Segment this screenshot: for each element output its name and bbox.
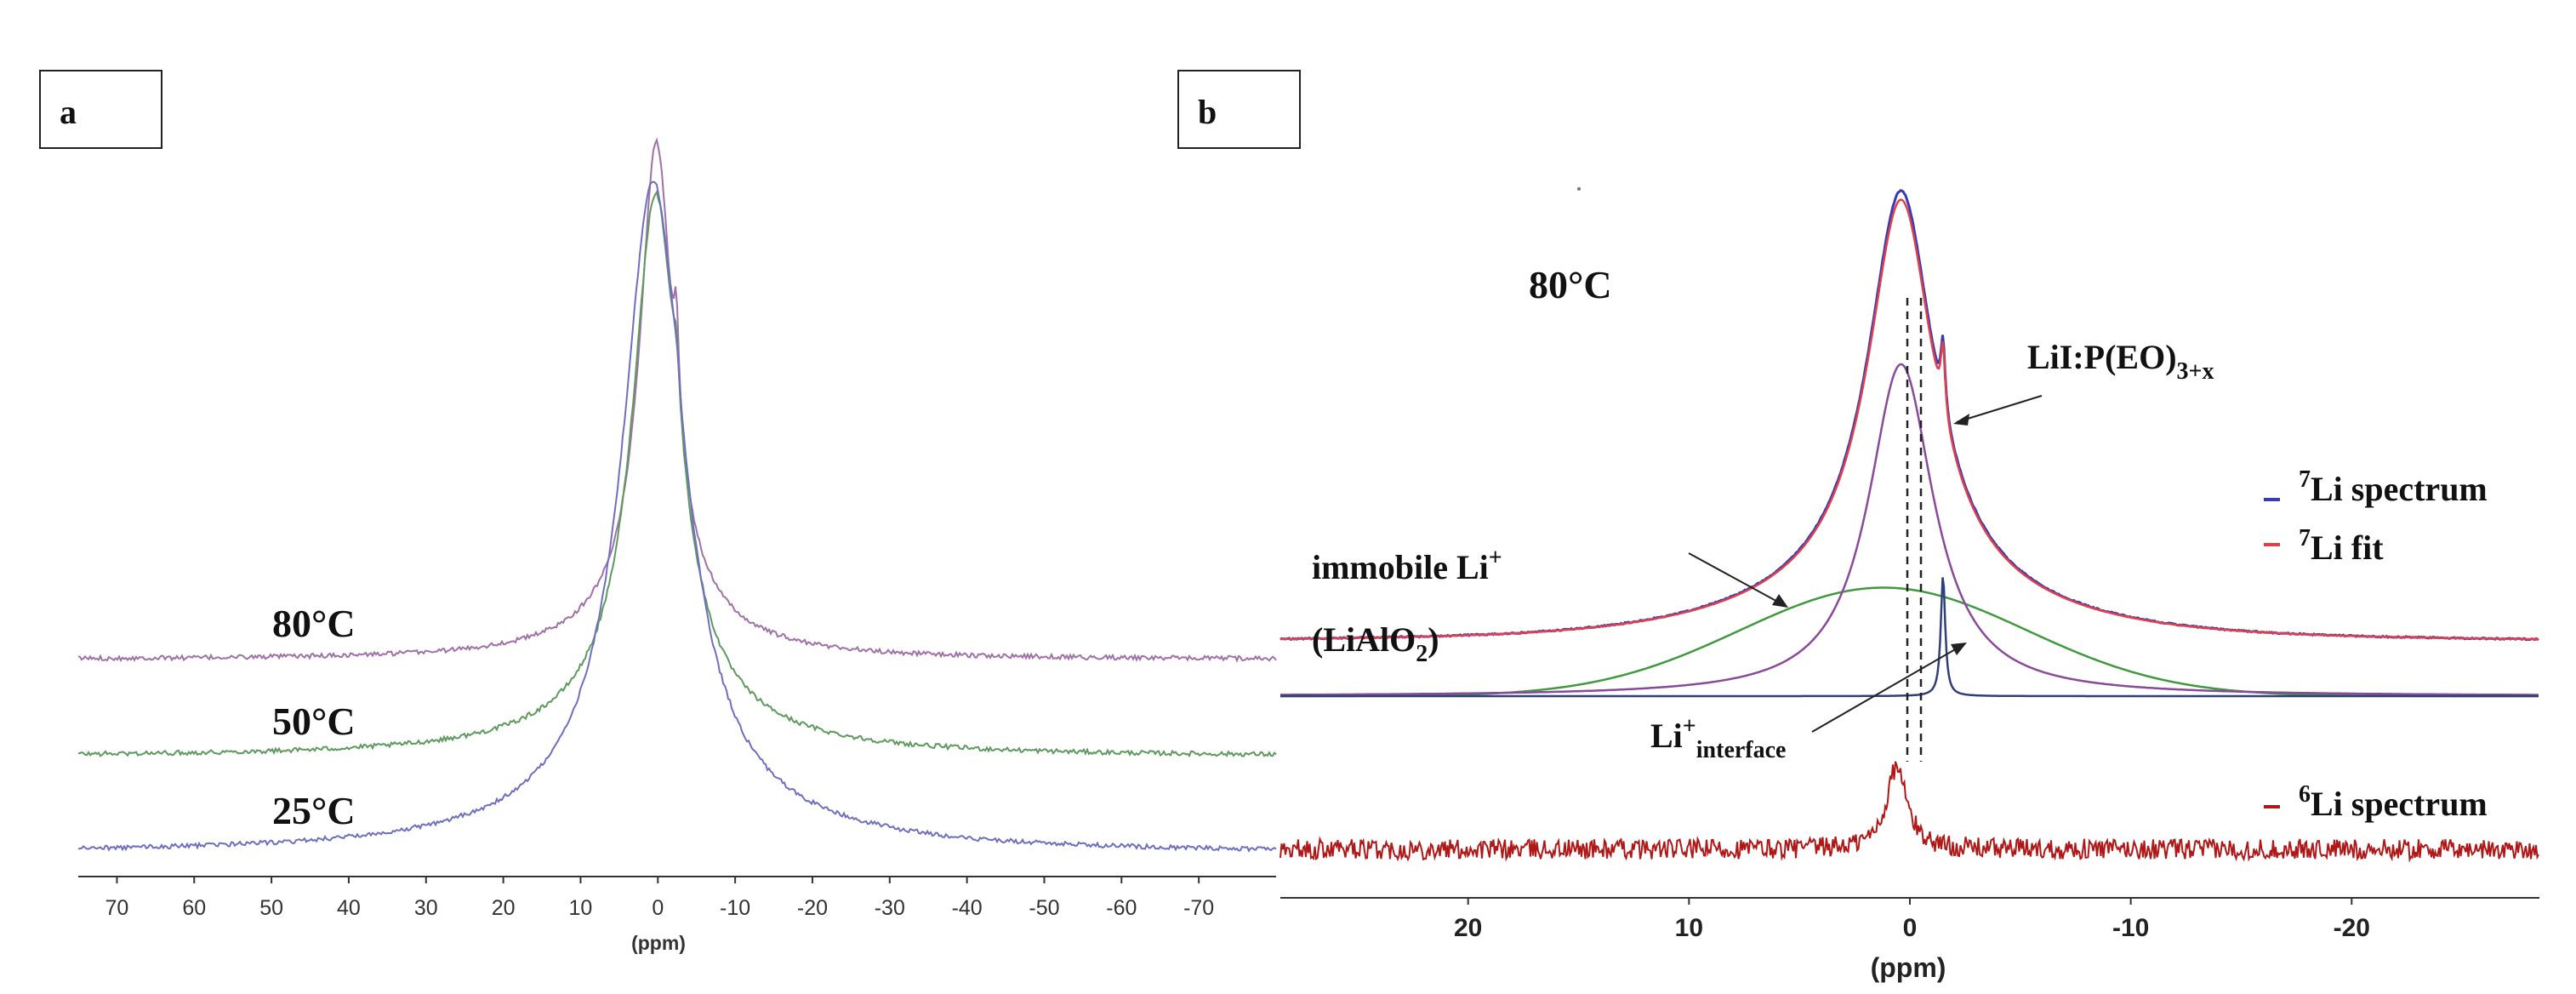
- interface-arrow-head: [1951, 643, 1967, 655]
- panel-a-tick-label: -60: [1106, 896, 1137, 920]
- immobile-arrow: [1688, 552, 1783, 605]
- panel-b-label-box: [1177, 70, 1301, 149]
- trace-50c: [77, 190, 1277, 757]
- immobile-label-sup: +: [1489, 545, 1502, 571]
- panel-a-tick-label: -10: [720, 896, 750, 920]
- legend-6li-sup: 6: [2299, 781, 2311, 808]
- panel-b-tick-label: -20: [2334, 914, 2370, 942]
- trace-immobile-li: [1280, 586, 2539, 698]
- immobile-label-main: immobile Li: [1312, 548, 1489, 586]
- interface-arrow: [1811, 644, 1963, 733]
- peo-label-main: LiI:P(EO): [2027, 338, 2177, 376]
- panel-b-tick-label: 10: [1675, 914, 1703, 942]
- panel-a-temp-25: 25°C: [272, 789, 356, 832]
- panel-b-label: b: [1198, 93, 1217, 131]
- panel-b-x-ticks: 20 10 0 -10 -20: [1454, 898, 2370, 942]
- immobile-arrow-head: [1772, 594, 1788, 608]
- laio2-a: (LiAlO: [1312, 620, 1416, 659]
- panel-a-x-ticks: 70 60 50 40 30 20 10 0 -10 -20 -30 -40 -50 -60 -70: [105, 877, 1214, 920]
- legend-6li-text: Li spectrum: [2311, 785, 2488, 823]
- laio2-b: ): [1428, 620, 1439, 659]
- interface-label-sup: +: [1683, 713, 1696, 740]
- legend-7li-spectrum-text: Li spectrum: [2311, 470, 2488, 508]
- trace-7li-fit: [1280, 198, 2539, 641]
- panel-a-tick-label: 20: [492, 896, 516, 920]
- panel-a-tick-label: 50: [259, 896, 283, 920]
- interface-label-main: Li: [1650, 717, 1683, 755]
- panel-b-tick-label: 20: [1454, 914, 1482, 942]
- panel-b-traces: [1279, 189, 2539, 863]
- panel-a-tick-label: -40: [952, 896, 983, 920]
- panel-a-tick-label: 30: [414, 896, 438, 920]
- peo-label-sub: 3+x: [2177, 358, 2214, 385]
- panel-b-tick-label: -10: [2112, 914, 2149, 942]
- panel-a-tick-label: 40: [337, 896, 361, 920]
- legend-7li-spectrum-sup: 7: [2299, 466, 2311, 493]
- panel-a-tick-label: -50: [1029, 896, 1059, 920]
- stray-dot: [1577, 187, 1581, 191]
- panel-b-tick-label: 0: [1903, 914, 1918, 942]
- panel-a-tick-label: 60: [182, 896, 206, 920]
- peo-arrow: [1956, 395, 2043, 423]
- panel-a-temp-80: 80°C: [272, 602, 356, 645]
- panel-a-label: a: [60, 93, 77, 131]
- panel-a-tick-label: -20: [797, 896, 828, 920]
- laio2-label: (LiAlO2): [1312, 620, 1439, 667]
- peo-arrow-head: [1953, 414, 1969, 426]
- panel-a-tick-label: -30: [875, 896, 905, 920]
- trace-80c: [77, 137, 1277, 663]
- legend-7li-fit-sup: 7: [2299, 525, 2311, 551]
- legend-7li-fit: 7Li fit: [2299, 525, 2384, 567]
- immobile-label: immobile Li+: [1312, 545, 1502, 586]
- panel-b-x-label: (ppm): [1871, 952, 1946, 983]
- panel-a-x-label: (ppm): [631, 932, 686, 954]
- legend-6li-spectrum: 6Li spectrum: [2299, 781, 2488, 823]
- panel-a: a 70 60 50 40 30 20 10 0 -10 -20 -30 -40 -50 -60 -70 (…: [39, 70, 1277, 954]
- panel-b-temp: 80°C: [1529, 263, 1612, 306]
- panel-a-temp-50: 50°C: [272, 700, 356, 743]
- interface-label-sub: interface: [1696, 737, 1787, 763]
- trace-lii-peo: [1280, 363, 2539, 696]
- panel-a-tick-label: 70: [105, 896, 129, 920]
- peo-label: LiI:P(EO)3+x: [2027, 338, 2214, 385]
- panel-a-tick-label: 0: [652, 896, 664, 920]
- panel-b: b 20 10 0 -10 -20 (ppm) 80°C LiI:P(EO)3+x im…: [1177, 70, 2539, 983]
- trace-25c: [77, 180, 1277, 853]
- trace-li-interface: [1280, 577, 2539, 698]
- panel-a-traces: [77, 137, 1277, 853]
- legend-7li-spectrum: 7Li spectrum: [2299, 466, 2488, 508]
- legend-7li-fit-text: Li fit: [2311, 528, 2384, 567]
- interface-label: Li+interface: [1650, 713, 1786, 763]
- trace-6li-spectrum: [1279, 761, 2539, 863]
- laio2-sub: 2: [1416, 641, 1428, 667]
- panel-a-tick-label: 10: [569, 896, 593, 920]
- panel-a-tick-label: -70: [1183, 896, 1214, 920]
- panel-a-label-box: [39, 70, 162, 149]
